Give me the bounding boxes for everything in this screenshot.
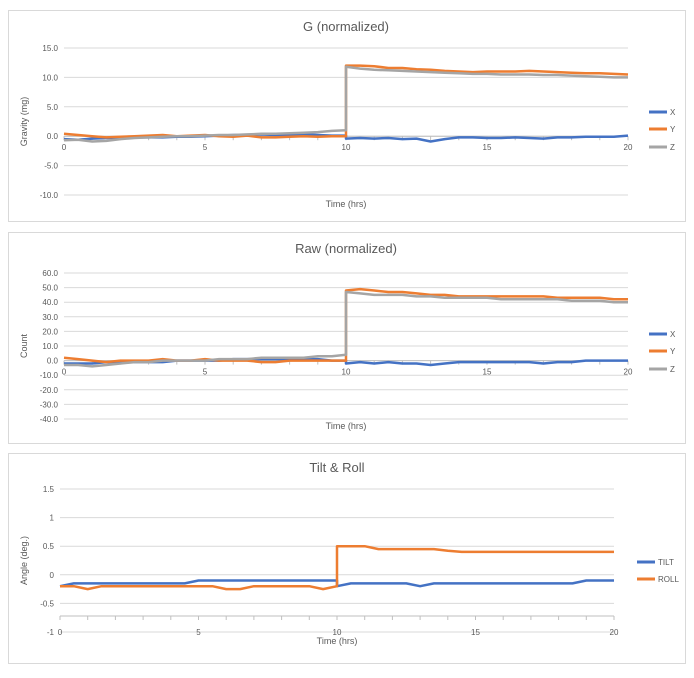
y-axis-label: Angle (deg.)	[19, 536, 29, 585]
y-tick-label: 0.0	[47, 357, 59, 366]
x-tick-label: 10	[342, 368, 351, 377]
y-tick-label: 30.0	[42, 313, 58, 322]
y-tick-label: 10.0	[42, 342, 58, 351]
y-tick-label: 0.5	[43, 542, 55, 551]
x-tick-label: 20	[624, 143, 633, 152]
legend-label: Z	[670, 143, 675, 152]
y-tick-label: 15.0	[42, 44, 58, 53]
y-tick-label: 60.0	[42, 269, 58, 278]
y-tick-label: 50.0	[42, 284, 58, 293]
x-tick-label: 20	[610, 628, 619, 637]
x-tick-label: 20	[624, 368, 633, 377]
x-tick-label: 15	[483, 368, 492, 377]
y-tick-label: -5.0	[44, 162, 58, 171]
x-tick-label: 0	[62, 368, 67, 377]
y-tick-label: 10.0	[42, 73, 58, 82]
chart-raw-normalized: Raw (normalized) 60.0 50.0 40.0 30.0 20.0 10.0…	[8, 232, 686, 444]
y-tick-label: -40.0	[40, 415, 59, 424]
legend-label: X	[670, 330, 676, 339]
x-tick-label: 5	[203, 368, 208, 377]
y-tick-label: 20.0	[42, 327, 58, 336]
legend-label: X	[670, 108, 676, 117]
chart-title: G (normalized)	[303, 19, 389, 34]
x-tick-label: 0	[58, 628, 63, 637]
legend-label: Y	[670, 347, 676, 356]
y-tick-label: -1	[47, 628, 55, 637]
chart-g-normalized: G (normalized) 15.0 10.0 5.0 0.0 -5.0 -10.0 0 5 1…	[8, 10, 686, 222]
y-axis-label: Count	[19, 334, 29, 359]
x-tick-label: 10	[333, 628, 342, 637]
y-tick-label: 5.0	[47, 103, 59, 112]
x-tick-label: 10	[342, 143, 351, 152]
y-tick-label: 1	[50, 514, 55, 523]
legend-label: Y	[670, 125, 676, 134]
chart-tilt-roll: Tilt & Roll 1.5 1 0.5 0 -0.5 -1 0 5 10 15 20 Time (h…	[8, 453, 686, 664]
legend-label: TILT	[658, 558, 674, 567]
x-axis-label: Time (hrs)	[326, 421, 367, 431]
y-tick-label: 1.5	[43, 485, 55, 494]
series-line-z	[64, 290, 628, 368]
x-axis-label: Time (hrs)	[317, 636, 358, 646]
x-tick-label: 5	[203, 143, 208, 152]
y-tick-label: 0	[50, 571, 55, 580]
x-tick-label: 5	[196, 628, 201, 637]
x-tick-label: 0	[62, 143, 67, 152]
chart-g-svg: G (normalized) 15.0 10.0 5.0 0.0 -5.0 -10.0 0 5 1…	[19, 19, 676, 209]
y-tick-label: -0.5	[40, 599, 54, 608]
y-tick-label: 0.0	[47, 132, 59, 141]
x-tick-label: 15	[483, 143, 492, 152]
y-tick-label: -20.0	[40, 386, 59, 395]
chart-title: Tilt & Roll	[309, 460, 364, 475]
y-tick-label: -10.0	[40, 371, 59, 380]
chart-raw-svg: Raw (normalized)60.050.040.030.020.010.0…	[19, 241, 676, 431]
chart-title: Raw (normalized)	[295, 241, 397, 256]
series-line-roll	[60, 544, 614, 591]
y-tick-label: -10.0	[40, 191, 59, 200]
legend-label: Z	[670, 365, 675, 374]
legend-label: ROLL	[658, 575, 679, 584]
x-axis-label: Time (hrs)	[326, 199, 367, 209]
x-tick-label: 15	[471, 628, 480, 637]
y-tick-label: 40.0	[42, 298, 58, 307]
series-line-z	[63, 65, 628, 143]
y-axis-label: Gravity (mg)	[19, 97, 29, 147]
y-tick-label: -30.0	[40, 400, 59, 409]
